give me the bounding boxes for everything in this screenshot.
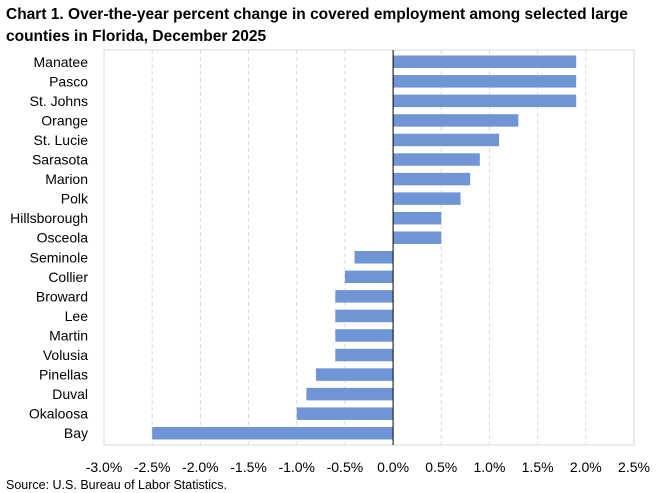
x-tick-label: 1.0% [473,459,505,475]
bar-hillsborough [393,211,442,225]
bar-polk [393,192,461,205]
bar-volusia [335,348,394,362]
category-label: Lee [65,308,89,324]
plot-area-border [103,49,635,446]
source-note: Source: U.S. Bureau of Labor Statistics. [6,478,227,492]
category-label: Okaloosa [29,406,88,422]
category-label: Collier [48,269,88,285]
bar-bay [152,426,394,440]
x-tick-label: 1.5% [522,459,554,475]
category-label: Osceola [37,230,89,246]
x-tick-label: -0.5% [327,459,364,475]
bar-pasco [393,75,577,88]
x-axis-tick-labels: -3.0% -2.5% -2.0% -1.5% -1.0% -0.5% 0.0% 0.5% 1.… [86,459,650,475]
x-tick-label: -2.5% [134,459,171,475]
bar-martin [335,329,394,342]
category-label: Orange [41,112,88,128]
bar-manatee [393,55,577,69]
bar-st-lucie [393,133,500,147]
category-label: Sarasota [32,152,88,168]
bar-orange [393,114,519,127]
bar-duval [306,387,394,401]
bar-okaloosa [296,407,394,420]
x-tick-label: -3.0% [86,459,123,475]
bar-st-johns [393,94,577,108]
bar-marion [393,172,471,186]
category-label: Volusia [43,347,88,363]
bar-broward [335,290,394,303]
category-label: Marion [45,171,88,187]
x-tick-label: 2.0% [570,459,602,475]
gridlines [103,50,635,445]
category-label: Duval [52,386,88,402]
bar-sarasota [393,153,480,166]
category-labels: Manatee Pasco St. Johns Orange St. Lucie Sara… [10,54,89,441]
bar-collier [344,270,394,284]
x-tick-label: -1.5% [230,459,267,475]
x-tick-label: 0.5% [425,459,457,475]
bar-pinellas [316,368,394,381]
bar-seminole [354,251,394,264]
x-tick-label: 0.0% [377,459,409,475]
category-label: Pinellas [39,367,88,383]
category-label: Polk [61,191,89,207]
bar-lee [335,309,394,323]
category-label: Hillsborough [10,210,88,226]
category-label: St. Lucie [34,132,89,148]
category-label: Martin [49,327,88,343]
category-label: Broward [36,288,88,304]
category-label: Bay [64,425,88,441]
chart-title: Chart 1. Over-the-year percent change in… [6,6,628,45]
category-label: Manatee [34,54,89,70]
bars [152,55,577,440]
x-tick-label: -1.0% [278,459,315,475]
x-tick-label: -2.0% [182,459,219,475]
bar-osceola [393,231,442,244]
category-label: Pasco [49,73,88,89]
category-label: St. Johns [30,93,88,109]
x-tick-label: 2.5% [618,459,650,475]
category-label: Seminole [30,249,89,265]
